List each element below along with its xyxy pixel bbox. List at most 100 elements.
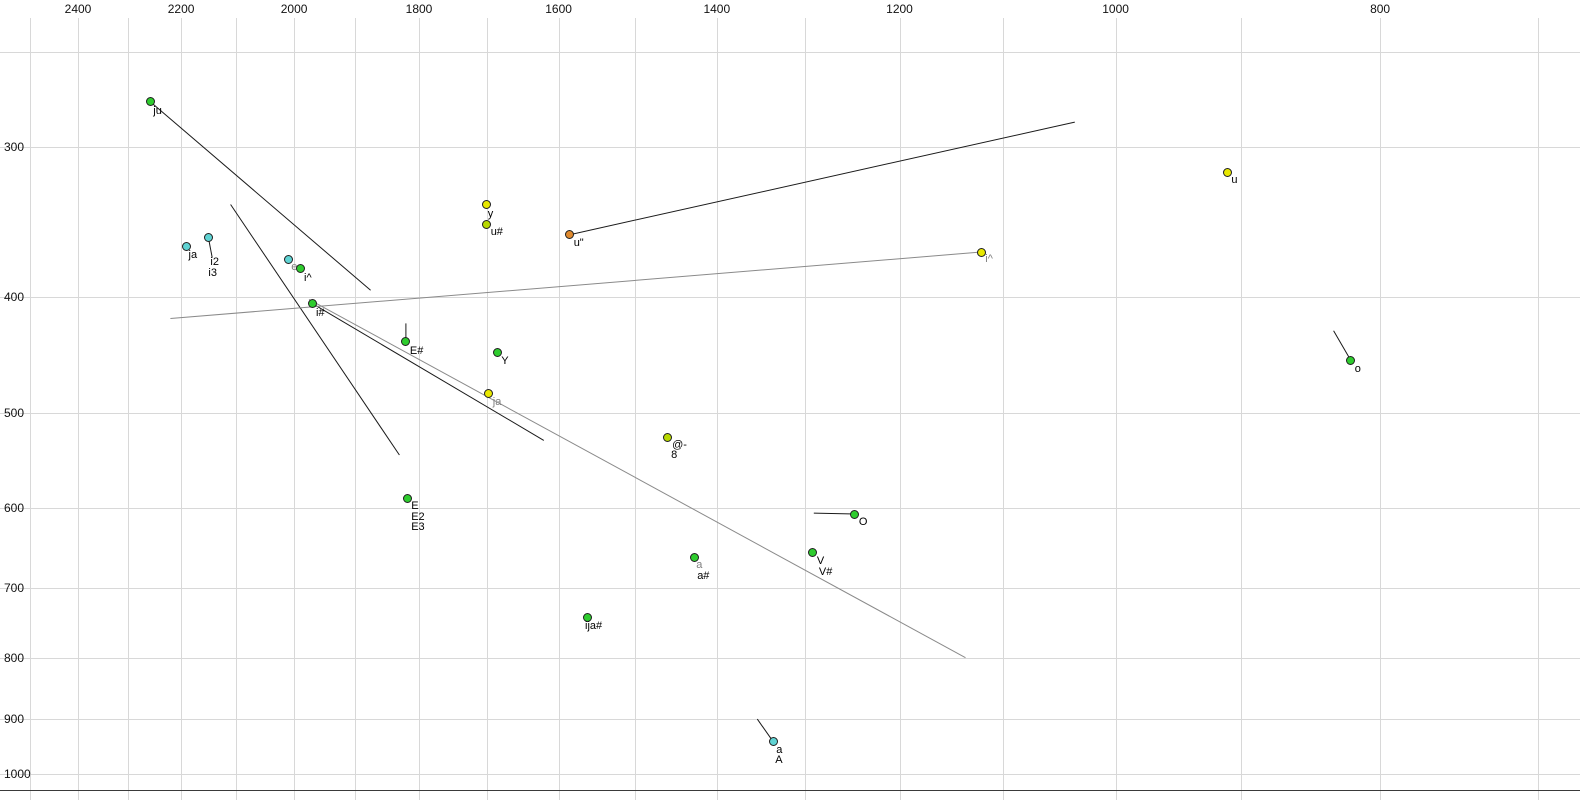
x-tick-label-2000: 2000 — [280, 2, 308, 16]
point-label-i-hat-left: i^ — [304, 271, 312, 284]
data-point-u-umlaut — [565, 230, 575, 240]
x-tick-label-1000: 1000 — [1102, 2, 1129, 16]
point-label-i-1: i3 — [208, 266, 217, 279]
point-label-V-1: V# — [818, 565, 833, 578]
gridline-f2-1400 — [716, 18, 718, 800]
trajectory-line-1 — [230, 204, 400, 456]
data-point-i — [203, 233, 213, 243]
y-tick-label-900: 900 — [4, 712, 25, 727]
x-axis-baseline — [0, 790, 1580, 791]
gridline-f2-700 — [1538, 18, 1540, 800]
point-label-e: e — [291, 261, 298, 273]
gridline-f2-2000 — [294, 18, 296, 800]
gridline-f2-1100 — [1002, 18, 1004, 800]
gridline-f2-2100 — [236, 18, 238, 800]
point-label-E-2: E3 — [411, 521, 425, 534]
gridline-f1-600 — [0, 507, 1580, 509]
trajectory-line-2 — [311, 302, 545, 441]
x-tick-label-800: 800 — [1370, 2, 1391, 16]
point-label-Y: Y — [501, 355, 509, 368]
x-tick-label-1800: 1800 — [405, 2, 433, 16]
data-point-i-hat-right — [976, 247, 986, 257]
point-label-i-sharp: i# — [316, 307, 325, 320]
point-label-a-low: a — [776, 743, 783, 756]
gridline-f2-1300 — [804, 18, 806, 800]
gridline-f2-2400 — [78, 18, 79, 800]
point-label-a-mid: a — [696, 558, 703, 571]
point-label-at-dash: @- — [672, 439, 687, 452]
x-tick-label-1200: 1200 — [886, 2, 913, 16]
trajectory-line-4 — [308, 298, 966, 659]
gridline-f2-1000 — [1115, 18, 1117, 800]
x-tick-label-2400: 2400 — [64, 2, 92, 16]
trajectory-line-7 — [1333, 330, 1352, 361]
point-label-ja-left: ja — [188, 249, 198, 262]
point-label-a-mid-1: a# — [697, 569, 710, 582]
point-label-ju: ju — [153, 104, 162, 117]
point-label-i-hat-right: i^ — [985, 253, 993, 265]
data-point-o-right — [1346, 355, 1356, 365]
point-label-u-sharp: u# — [490, 226, 503, 239]
data-point-ju — [145, 97, 155, 107]
point-label-i: i2 — [210, 255, 219, 268]
data-point-i-sharp — [307, 298, 317, 308]
point-label-O: O — [858, 516, 868, 528]
gridline-f2-2300 — [128, 18, 130, 800]
point-label-at-dash-1: 8 — [671, 449, 678, 462]
data-point-ja-left — [182, 241, 191, 251]
gridline-f2-1700 — [486, 18, 488, 800]
gridline-f2-1600 — [558, 18, 560, 800]
gridline-f2-2500 — [29, 18, 31, 800]
y-tick-label-1000: 1000 — [4, 766, 31, 781]
data-point-ija-sharp — [582, 612, 592, 622]
trajectory-line-6 — [813, 512, 855, 515]
gridline-f1-300 — [0, 147, 1580, 148]
y-tick-label-600: 600 — [4, 500, 25, 515]
gridline-f1-900 — [0, 719, 1580, 721]
data-point-Y — [492, 347, 502, 357]
point-label-o-right: o — [1354, 363, 1361, 376]
data-point-a-mid — [689, 553, 699, 563]
data-point-E-sharp — [401, 337, 411, 347]
data-point-i-hat-left — [295, 264, 305, 274]
y-tick-label-400: 400 — [4, 289, 25, 304]
y-tick-label-300: 300 — [4, 140, 25, 154]
x-tick-label-2200: 2200 — [167, 2, 195, 16]
gridline-f1-500 — [0, 413, 1580, 414]
y-tick-label-700: 700 — [4, 581, 25, 596]
gridline-f2-1200 — [899, 18, 901, 800]
point-label-E: E — [411, 500, 419, 513]
trajectory-line-3 — [170, 251, 982, 319]
gridline-f1-250 — [0, 52, 1580, 54]
gridline-f1-400 — [0, 296, 1580, 298]
data-point-E — [402, 493, 412, 503]
gridline-f2-2200 — [181, 18, 183, 800]
gridline-f2-1500 — [635, 18, 636, 800]
x-tick-label-1600: 1600 — [545, 2, 572, 16]
gridline-f2-1800 — [419, 18, 420, 800]
gridline-f2-800 — [1380, 18, 1382, 800]
gridline-f1-700 — [0, 588, 1580, 590]
data-point-V — [808, 548, 818, 558]
y-tick-label-800: 800 — [4, 650, 25, 665]
gridline-f2-1900 — [354, 18, 356, 800]
data-point-y — [482, 200, 492, 209]
point-label-y: y — [487, 207, 494, 220]
trajectory-line-0 — [149, 101, 371, 291]
point-label-E-1: E2 — [411, 511, 425, 524]
data-point-at-dash — [662, 432, 672, 442]
point-label-u-right: u — [1231, 174, 1238, 187]
data-point-a-low — [768, 737, 778, 747]
y-tick-label-500: 500 — [4, 406, 25, 420]
point-label-ja-mid: ja — [492, 395, 502, 408]
data-point-e — [283, 254, 293, 264]
gridline-f2-900 — [1240, 18, 1242, 800]
trajectory-line-5 — [569, 121, 1075, 236]
data-point-u-sharp — [482, 219, 492, 229]
point-label-ija-sharp: ija# — [585, 620, 603, 633]
data-point-O — [850, 509, 860, 519]
point-label-V: V — [816, 554, 825, 567]
x-tick-label-1400: 1400 — [703, 2, 731, 16]
